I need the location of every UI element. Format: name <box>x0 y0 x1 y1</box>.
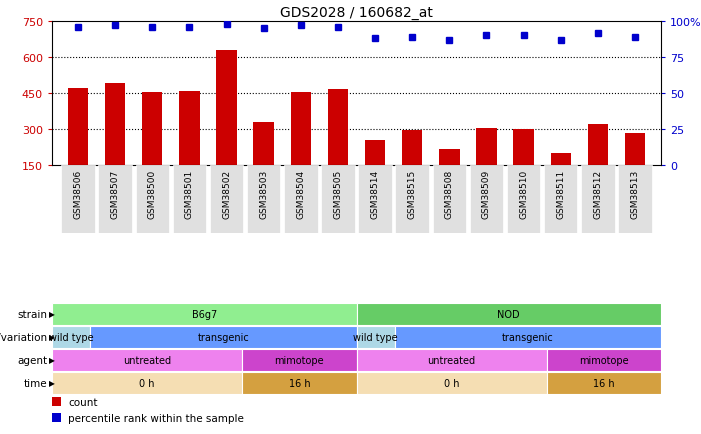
Bar <box>142 92 163 166</box>
Bar <box>284 166 318 233</box>
Bar <box>581 166 615 233</box>
Bar <box>247 166 280 233</box>
Text: GSM38511: GSM38511 <box>556 169 565 218</box>
Text: transgenic: transgenic <box>198 332 249 342</box>
Text: untreated: untreated <box>123 355 171 365</box>
Bar <box>507 166 540 233</box>
Bar <box>52 350 243 371</box>
Bar <box>291 92 311 166</box>
Text: GSM38502: GSM38502 <box>222 169 231 218</box>
Bar <box>217 51 237 166</box>
Bar <box>68 89 88 166</box>
Text: GSM38504: GSM38504 <box>297 169 306 218</box>
Bar <box>52 327 90 348</box>
Bar <box>470 166 503 233</box>
Bar <box>135 166 169 233</box>
Text: GSM38508: GSM38508 <box>445 169 454 218</box>
Text: mimotope: mimotope <box>275 355 325 365</box>
Bar <box>52 413 61 422</box>
Text: 16 h: 16 h <box>289 378 311 388</box>
Bar <box>52 304 357 325</box>
Text: ▶: ▶ <box>49 333 55 342</box>
Text: GSM38507: GSM38507 <box>111 169 120 218</box>
Bar <box>52 372 243 394</box>
Text: agent: agent <box>17 355 47 365</box>
Bar <box>172 166 206 233</box>
Bar <box>402 131 423 166</box>
Bar <box>544 166 578 233</box>
Text: ▶: ▶ <box>49 356 55 365</box>
Bar <box>547 372 661 394</box>
Text: count: count <box>69 397 98 407</box>
Bar <box>357 304 661 325</box>
Bar <box>243 372 357 394</box>
Text: GSM38512: GSM38512 <box>593 169 602 218</box>
Bar <box>179 92 200 166</box>
Bar <box>358 166 392 233</box>
Text: mimotope: mimotope <box>579 355 629 365</box>
Bar <box>357 327 395 348</box>
Text: untreated: untreated <box>428 355 476 365</box>
Text: 16 h: 16 h <box>593 378 615 388</box>
Bar <box>625 133 645 166</box>
Bar <box>395 166 429 233</box>
Bar <box>98 166 132 233</box>
Text: GSM38500: GSM38500 <box>148 169 157 218</box>
Bar <box>395 327 661 348</box>
Bar <box>439 150 460 166</box>
Text: ▶: ▶ <box>49 310 55 319</box>
Bar <box>243 350 357 371</box>
Bar <box>547 350 661 371</box>
Text: GSM38503: GSM38503 <box>259 169 268 218</box>
Text: wild type: wild type <box>48 332 93 342</box>
Bar <box>328 90 348 166</box>
Text: wild type: wild type <box>353 332 398 342</box>
Bar <box>476 128 497 166</box>
Bar <box>365 141 386 166</box>
Bar <box>90 327 357 348</box>
Text: GSM38505: GSM38505 <box>334 169 342 218</box>
Bar <box>105 84 125 166</box>
Bar <box>357 372 547 394</box>
Bar <box>618 166 652 233</box>
Text: GSM38506: GSM38506 <box>74 169 83 218</box>
Text: NOD: NOD <box>498 309 520 319</box>
Bar <box>52 397 61 406</box>
Text: genotype/variation: genotype/variation <box>0 332 47 342</box>
Bar <box>433 166 466 233</box>
Bar <box>513 130 534 166</box>
Text: GSM38513: GSM38513 <box>630 169 639 218</box>
Text: GSM38514: GSM38514 <box>371 169 379 218</box>
Text: percentile rank within the sample: percentile rank within the sample <box>69 413 245 423</box>
Bar <box>587 125 608 166</box>
Bar <box>61 166 95 233</box>
Text: time: time <box>23 378 47 388</box>
Text: transgenic: transgenic <box>502 332 554 342</box>
Text: GSM38501: GSM38501 <box>185 169 194 218</box>
Title: GDS2028 / 160682_at: GDS2028 / 160682_at <box>280 6 433 20</box>
Text: 0 h: 0 h <box>444 378 459 388</box>
Text: ▶: ▶ <box>49 378 55 388</box>
Bar <box>254 122 274 166</box>
Bar <box>210 166 243 233</box>
Text: strain: strain <box>17 309 47 319</box>
Text: GSM38515: GSM38515 <box>408 169 416 218</box>
Bar <box>321 166 355 233</box>
Text: GSM38509: GSM38509 <box>482 169 491 218</box>
Text: GSM38510: GSM38510 <box>519 169 528 218</box>
Text: 0 h: 0 h <box>139 378 155 388</box>
Bar <box>357 350 547 371</box>
Bar <box>550 154 571 166</box>
Text: B6g7: B6g7 <box>191 309 217 319</box>
